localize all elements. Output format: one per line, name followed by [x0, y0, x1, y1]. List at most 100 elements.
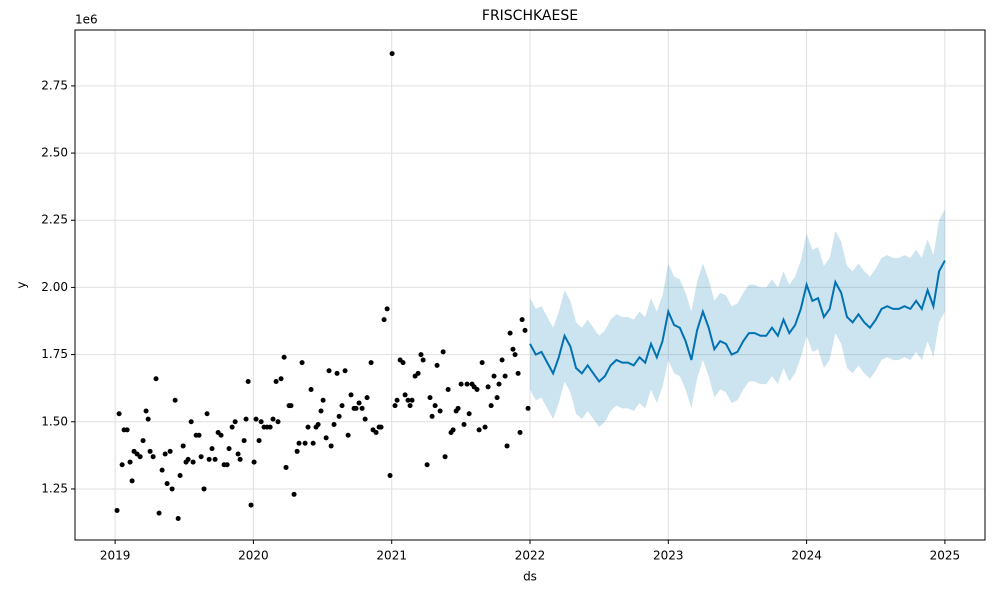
- data-point: [458, 381, 464, 387]
- data-point: [235, 451, 241, 457]
- data-point: [334, 370, 340, 376]
- data-point: [339, 403, 345, 409]
- plot-frame: [74, 29, 986, 541]
- data-point: [283, 464, 289, 470]
- x-tick-label: 2025: [930, 549, 961, 563]
- data-point: [502, 373, 508, 379]
- data-point: [442, 454, 448, 460]
- data-point: [278, 376, 284, 382]
- x-tick-label: 2022: [515, 549, 546, 563]
- data-point: [326, 368, 332, 374]
- data-point: [299, 360, 305, 366]
- data-point: [474, 387, 480, 393]
- y-tick-label: 2.50: [41, 146, 68, 160]
- data-point: [212, 456, 218, 462]
- data-point: [507, 330, 513, 336]
- data-point: [432, 403, 438, 409]
- data-point: [320, 397, 326, 403]
- data-point: [517, 430, 523, 436]
- data-point: [424, 462, 430, 468]
- data-point: [515, 370, 521, 376]
- data-point: [512, 352, 518, 358]
- data-point: [308, 387, 314, 393]
- data-point: [450, 427, 456, 433]
- data-point: [232, 419, 238, 425]
- data-point: [150, 454, 156, 460]
- data-point: [510, 346, 516, 352]
- data-point: [198, 454, 204, 460]
- data-point: [169, 486, 175, 492]
- data-point: [491, 373, 497, 379]
- data-point: [226, 446, 232, 452]
- data-point: [153, 376, 159, 382]
- y-tick-label: 1.50: [41, 414, 68, 428]
- data-point: [525, 405, 531, 411]
- data-point: [496, 381, 502, 387]
- x-tick-label: 2024: [791, 549, 822, 563]
- data-point: [206, 456, 212, 462]
- forecast-line: [529, 260, 946, 383]
- data-point: [253, 416, 259, 422]
- data-point: [124, 427, 130, 433]
- data-point: [162, 451, 168, 457]
- data-point: [464, 381, 470, 387]
- data-point: [331, 421, 337, 427]
- data-point: [328, 443, 334, 449]
- y-tick-label: 1.75: [41, 347, 68, 361]
- data-point: [392, 403, 398, 409]
- data-point: [394, 397, 400, 403]
- data-point: [190, 459, 196, 465]
- data-point: [281, 354, 287, 360]
- data-point: [504, 443, 510, 449]
- data-point: [485, 384, 491, 390]
- data-point: [418, 352, 424, 358]
- x-tick-label: 2020: [238, 549, 269, 563]
- data-point: [114, 507, 120, 513]
- data-point: [387, 473, 393, 479]
- data-point: [362, 416, 368, 422]
- data-point: [429, 413, 435, 419]
- data-point: [143, 408, 149, 414]
- y-tick-label: 2.75: [41, 78, 68, 92]
- data-point: [127, 459, 133, 465]
- data-point: [229, 424, 235, 430]
- chart-title: FRISCHKAESE: [482, 8, 578, 24]
- data-point: [145, 416, 151, 422]
- data-point: [407, 403, 413, 409]
- data-point: [224, 462, 230, 468]
- data-point: [499, 357, 505, 363]
- x-tick-label: 2023: [653, 549, 684, 563]
- y-offset-label: 1e6: [75, 13, 98, 27]
- data-point: [479, 360, 485, 366]
- data-point: [243, 416, 249, 422]
- data-point: [440, 349, 446, 355]
- data-point: [288, 403, 294, 409]
- data-point: [455, 405, 461, 411]
- data-point: [119, 462, 125, 468]
- data-point: [147, 448, 153, 454]
- data-point: [323, 435, 329, 441]
- data-point: [409, 397, 415, 403]
- x-axis-label: ds: [523, 570, 537, 584]
- data-point: [494, 395, 500, 401]
- data-point: [373, 430, 379, 436]
- y-axis-label: y: [15, 281, 29, 288]
- data-point: [273, 378, 279, 384]
- data-point: [201, 486, 207, 492]
- data-point: [175, 516, 181, 522]
- data-point: [420, 357, 426, 363]
- data-point: [204, 411, 210, 417]
- data-point: [237, 456, 243, 462]
- data-point: [461, 421, 467, 427]
- data-point: [296, 440, 302, 446]
- data-point: [305, 424, 311, 430]
- data-point: [336, 413, 342, 419]
- data-point: [476, 427, 482, 433]
- data-point: [172, 397, 178, 403]
- data-point: [389, 51, 395, 57]
- data-point: [378, 424, 384, 430]
- data-point: [294, 448, 300, 454]
- data-point: [415, 370, 421, 376]
